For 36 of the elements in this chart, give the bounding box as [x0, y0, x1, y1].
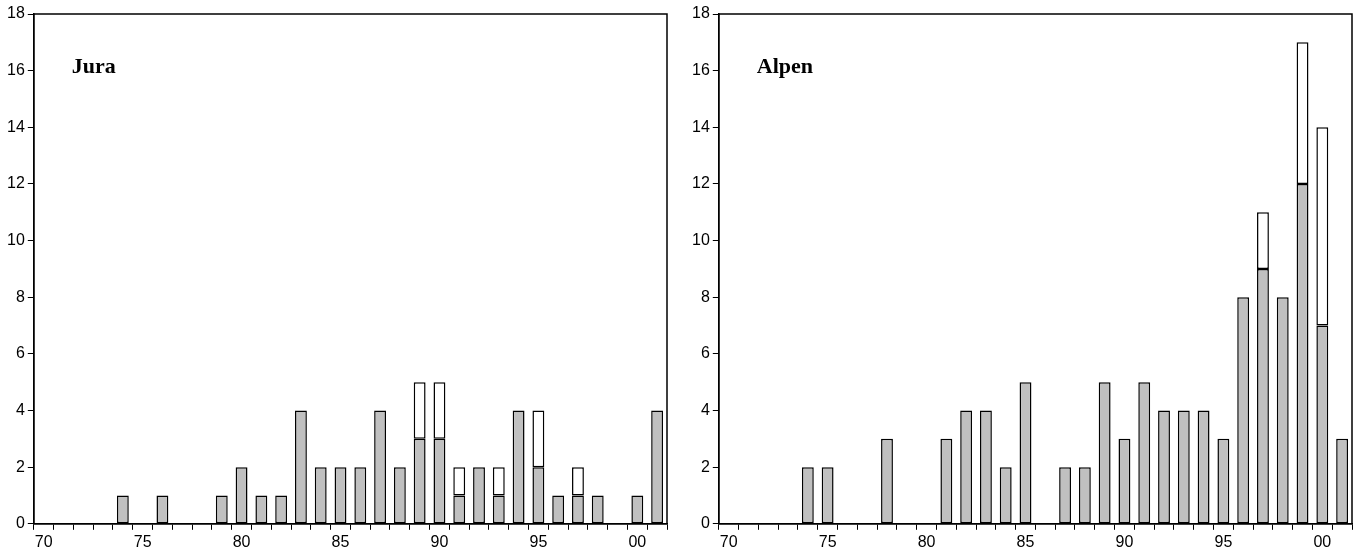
- y-tick-label: 10: [692, 230, 710, 248]
- y-tick-label: 16: [7, 61, 25, 79]
- y-tick-label: 12: [7, 174, 25, 192]
- x-tick-label: 70: [34, 532, 53, 550]
- y-tick-label: 2: [700, 457, 710, 475]
- y-tick-label: 0: [15, 514, 25, 532]
- y-tick-label: 14: [7, 117, 25, 135]
- x-tick-label: 75: [133, 532, 152, 550]
- x-tick-label: 00: [1313, 532, 1332, 550]
- y-tick-label: 8: [700, 287, 710, 305]
- x-tick-label: 90: [1115, 532, 1134, 550]
- x-tick-label: 95: [529, 532, 548, 550]
- x-tick-label: 80: [232, 532, 251, 550]
- x-tick-label: 85: [1016, 532, 1035, 550]
- annotation: Alpen: [756, 52, 814, 78]
- y-tick-label: 14: [692, 117, 710, 135]
- x-tick-label: 00: [628, 532, 647, 550]
- x-tick-label: 85: [331, 532, 350, 550]
- x-tick-label: 70: [719, 532, 738, 550]
- y-tick-label: 18: [692, 4, 710, 22]
- y-tick-label: 12: [692, 174, 710, 192]
- y-tick-label: 18: [7, 4, 25, 22]
- y-tick-label: 2: [15, 457, 25, 475]
- y-tick-label: 16: [692, 61, 710, 79]
- y-tick-label: 4: [15, 400, 25, 418]
- y-tick-label: 8: [15, 287, 25, 305]
- y-tick-label: 10: [7, 230, 25, 248]
- x-tick-label: 75: [818, 532, 837, 550]
- x-tick-label: 95: [1214, 532, 1233, 550]
- x-tick-label: 80: [917, 532, 936, 550]
- annotation: Jura: [71, 52, 116, 78]
- y-tick-label: 4: [700, 400, 710, 418]
- x-tick-label: 90: [430, 532, 449, 550]
- y-tick-label: 6: [700, 344, 710, 362]
- y-tick-label: 0: [700, 514, 710, 532]
- y-tick-label: 6: [15, 344, 25, 362]
